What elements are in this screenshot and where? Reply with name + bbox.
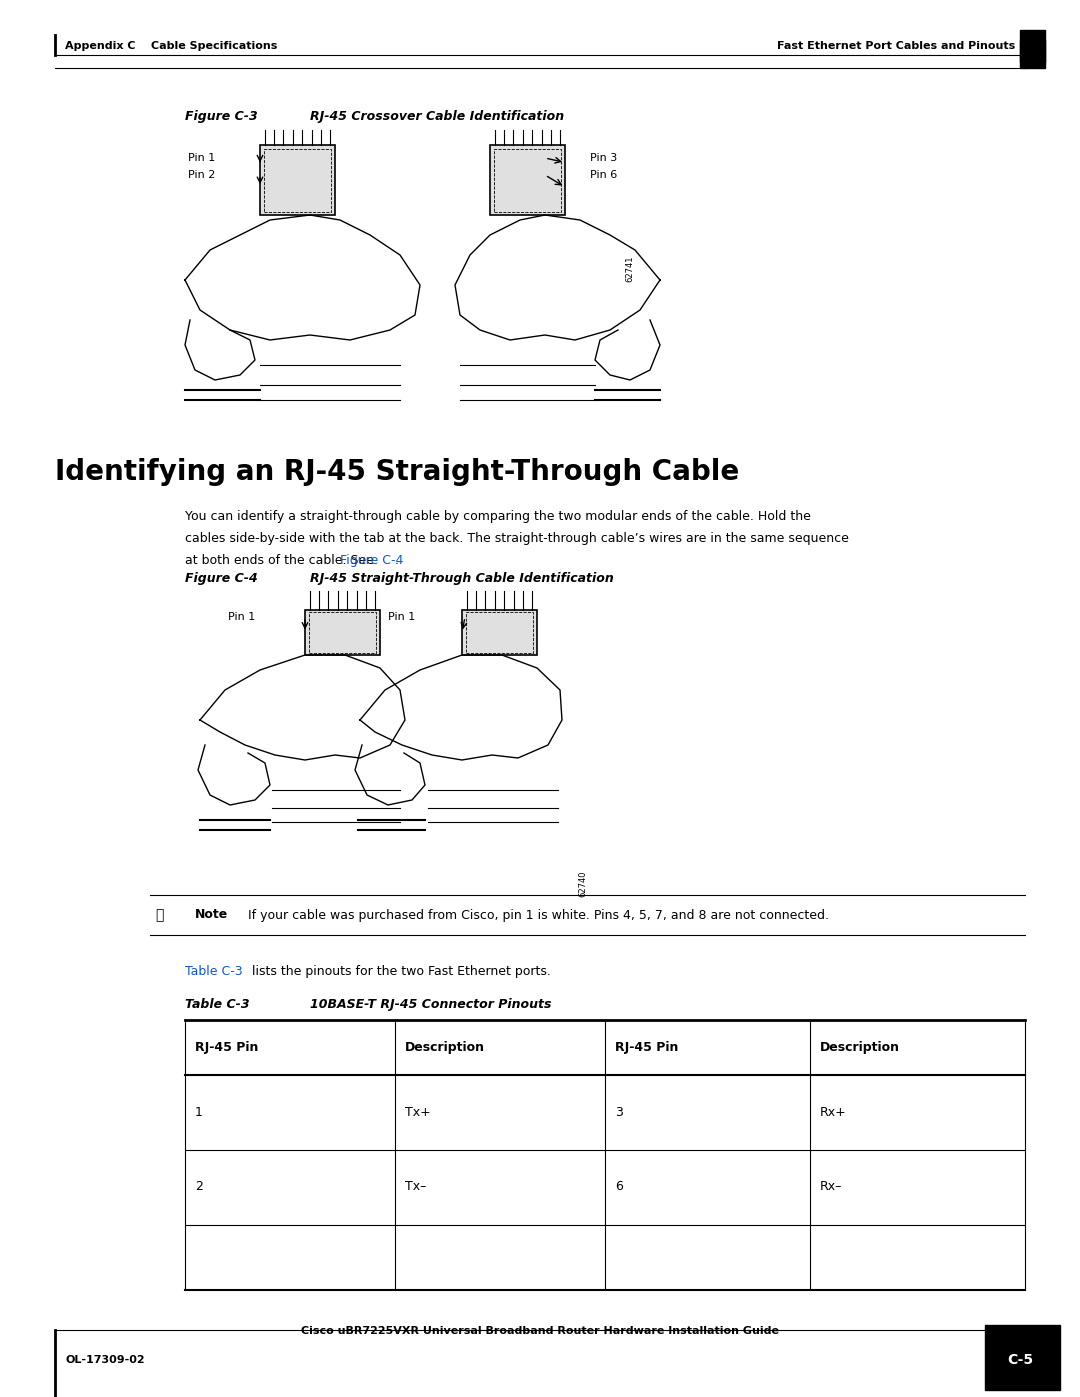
- Text: at both ends of the cable. See: at both ends of the cable. See: [185, 555, 378, 567]
- Text: Figure C-4: Figure C-4: [340, 555, 403, 567]
- Text: Figure C-3: Figure C-3: [185, 110, 258, 123]
- Text: .: .: [395, 555, 399, 567]
- Text: RJ-45 Pin: RJ-45 Pin: [615, 1042, 678, 1055]
- Text: Rx+: Rx+: [820, 1105, 847, 1119]
- Bar: [490, 145, 565, 215]
- Text: Description: Description: [820, 1042, 900, 1055]
- Text: Table C-3: Table C-3: [185, 997, 249, 1011]
- Bar: [465, 612, 534, 652]
- Text: Pin 3: Pin 3: [590, 154, 618, 163]
- Text: cables side-by-side with the tab at the back. The straight-through cable’s wires: cables side-by-side with the tab at the …: [185, 532, 849, 545]
- Text: Note: Note: [195, 908, 228, 922]
- Text: lists the pinouts for the two Fast Ethernet ports.: lists the pinouts for the two Fast Ether…: [248, 965, 551, 978]
- Text: 62740: 62740: [578, 870, 588, 897]
- Bar: [1020, 29, 1045, 61]
- Bar: [462, 610, 537, 655]
- Text: 10BASE-T RJ-45 Connector Pinouts: 10BASE-T RJ-45 Connector Pinouts: [310, 997, 552, 1011]
- Text: Tx+: Tx+: [405, 1105, 431, 1119]
- Text: Pin 1: Pin 1: [388, 612, 415, 622]
- Bar: [309, 612, 376, 652]
- Bar: [985, 1324, 1059, 1390]
- Text: If your cable was purchased from Cisco, pin 1 is white. Pins 4, 5, 7, and 8 are : If your cable was purchased from Cisco, …: [248, 908, 829, 922]
- Text: Pin 1: Pin 1: [228, 612, 255, 622]
- Text: 3: 3: [615, 1105, 623, 1119]
- Bar: [494, 148, 562, 211]
- Text: Table C-3: Table C-3: [185, 965, 243, 978]
- Text: Appendix C    Cable Specifications: Appendix C Cable Specifications: [65, 41, 278, 52]
- Text: 62741: 62741: [625, 256, 634, 282]
- Text: Pin 1: Pin 1: [188, 154, 215, 163]
- Text: Figure C-4: Figure C-4: [185, 571, 258, 585]
- Bar: [260, 145, 335, 215]
- Text: Fast Ethernet Port Cables and Pinouts: Fast Ethernet Port Cables and Pinouts: [777, 41, 1015, 52]
- Text: You can identify a straight-through cable by comparing the two modular ends of t: You can identify a straight-through cabl…: [185, 510, 811, 522]
- Text: Description: Description: [405, 1042, 485, 1055]
- Text: 1: 1: [195, 1105, 203, 1119]
- Text: RJ-45 Pin: RJ-45 Pin: [195, 1042, 258, 1055]
- Bar: [305, 610, 380, 655]
- Text: Tx–: Tx–: [405, 1180, 427, 1193]
- Text: 6: 6: [615, 1180, 623, 1193]
- Text: C-5: C-5: [1007, 1354, 1034, 1368]
- Text: 2: 2: [195, 1180, 203, 1193]
- Text: RJ-45 Crossover Cable Identification: RJ-45 Crossover Cable Identification: [310, 110, 564, 123]
- Text: Cisco uBR7225VXR Universal Broadband Router Hardware Installation Guide: Cisco uBR7225VXR Universal Broadband Rou…: [301, 1327, 779, 1337]
- Text: OL-17309-02: OL-17309-02: [65, 1355, 145, 1365]
- Text: Identifying an RJ-45 Straight-Through Cable: Identifying an RJ-45 Straight-Through Ca…: [55, 458, 739, 486]
- Bar: [264, 148, 332, 211]
- Bar: [1020, 41, 1045, 68]
- Text: Pin 6: Pin 6: [590, 170, 618, 180]
- Text: Rx–: Rx–: [820, 1180, 842, 1193]
- Text: RJ-45 Straight-Through Cable Identification: RJ-45 Straight-Through Cable Identificat…: [310, 571, 613, 585]
- Text: 🖊: 🖊: [156, 908, 163, 922]
- Text: Pin 2: Pin 2: [188, 170, 215, 180]
